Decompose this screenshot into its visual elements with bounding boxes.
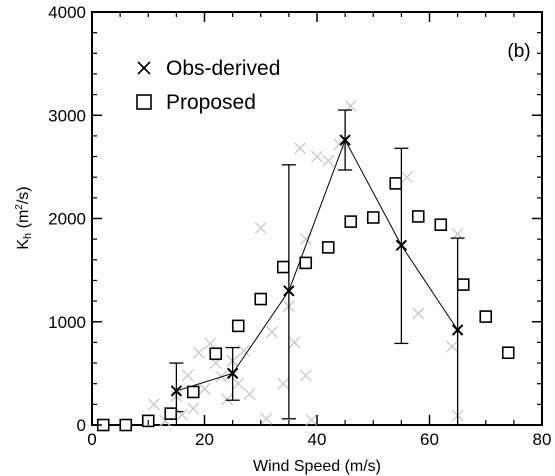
grey-x-point [322,154,335,167]
grey-x-point [288,336,301,349]
plot-frame [91,11,543,426]
grey-x-point [254,221,267,234]
grey-x-point [260,412,273,425]
grey-x-point [305,413,318,426]
proposed-point [231,319,245,333]
grey-x-point [176,408,188,421]
grey-x-point [232,377,245,390]
proposed-point [434,218,448,231]
y-axis-title-sup: 2 [14,204,25,210]
obs-derived-line [176,138,459,392]
obs-derived-point [226,367,239,380]
grey-x-point [181,369,194,382]
proposed-point [321,241,335,254]
x-tick-label: 40 [308,430,327,449]
grey-x-point [147,398,160,411]
proposed-point [209,347,223,361]
proposed-point [186,385,200,399]
grey-x-point [192,346,205,359]
proposed-point [254,292,268,306]
obs-derived-point [451,324,464,336]
y-tick-label: 2000 [48,210,86,229]
legend-label: Proposed [166,91,256,114]
grey-x-point [221,393,233,406]
y-axis-title-base: K [15,239,32,250]
grey-x-point [187,402,200,415]
scatter-points-layer [147,99,464,427]
y-axis-title: Kh (m2/s) [14,186,34,249]
obs-line-layer [176,138,459,392]
grey-x-point [204,337,217,350]
y-axis-title-unit-open: (m [15,210,32,233]
grey-x-point [277,377,290,390]
y-axis-title-unit-close: /s) [15,186,32,204]
grey-x-point [333,138,346,151]
proposed-point [411,210,425,223]
x-tick-label: 80 [533,430,552,449]
obs-derived-point [395,239,408,252]
proposed-point [299,256,313,270]
x-tick-label: 60 [420,430,439,449]
obs-derived-point [170,385,183,397]
proposed-point [276,260,290,274]
grey-x-point [198,382,211,395]
y-tick-label: 1000 [48,313,86,332]
error-bar [450,237,465,426]
y-tick-label: 0 [77,416,86,435]
grey-x-point [401,171,413,184]
legend-label: Obs-derived [166,57,280,80]
proposed-point [119,418,133,432]
axis-ticks: 0 20 40 60 80 0 1000 2000 3000 4000 [48,3,551,449]
grey-x-point [446,340,458,353]
proposed-point [456,278,470,291]
grey-x-point [294,142,307,155]
proposed-point [366,211,380,224]
proposed-point [344,215,358,228]
x-tick-label: 0 [87,430,96,449]
grey-x-point [237,344,250,357]
proposed-point [501,346,515,360]
obs-derived-point [283,285,295,297]
y-tick-label: 3000 [48,106,86,125]
obs-derived-point [339,134,351,146]
grey-x-point [243,388,256,400]
proposed-point [164,407,178,420]
x-tick-label: 20 [195,430,214,449]
markers-layer [96,134,515,432]
grey-x-point [311,150,323,163]
legend-square-marker [136,94,152,110]
proposed-point [479,310,493,323]
grey-x-point [299,369,312,382]
legend-x-marker [137,61,151,75]
panel-label: (b) [507,41,530,62]
y-tick-label: 4000 [48,3,86,22]
x-axis-title: Wind Speed (m/s) [253,458,381,475]
grey-x-point [266,326,278,339]
y-axis-title-sub: h [22,233,34,239]
proposed-point [389,177,403,190]
grey-x-point [412,307,425,320]
legend: Obs-derived Proposed [136,57,280,114]
